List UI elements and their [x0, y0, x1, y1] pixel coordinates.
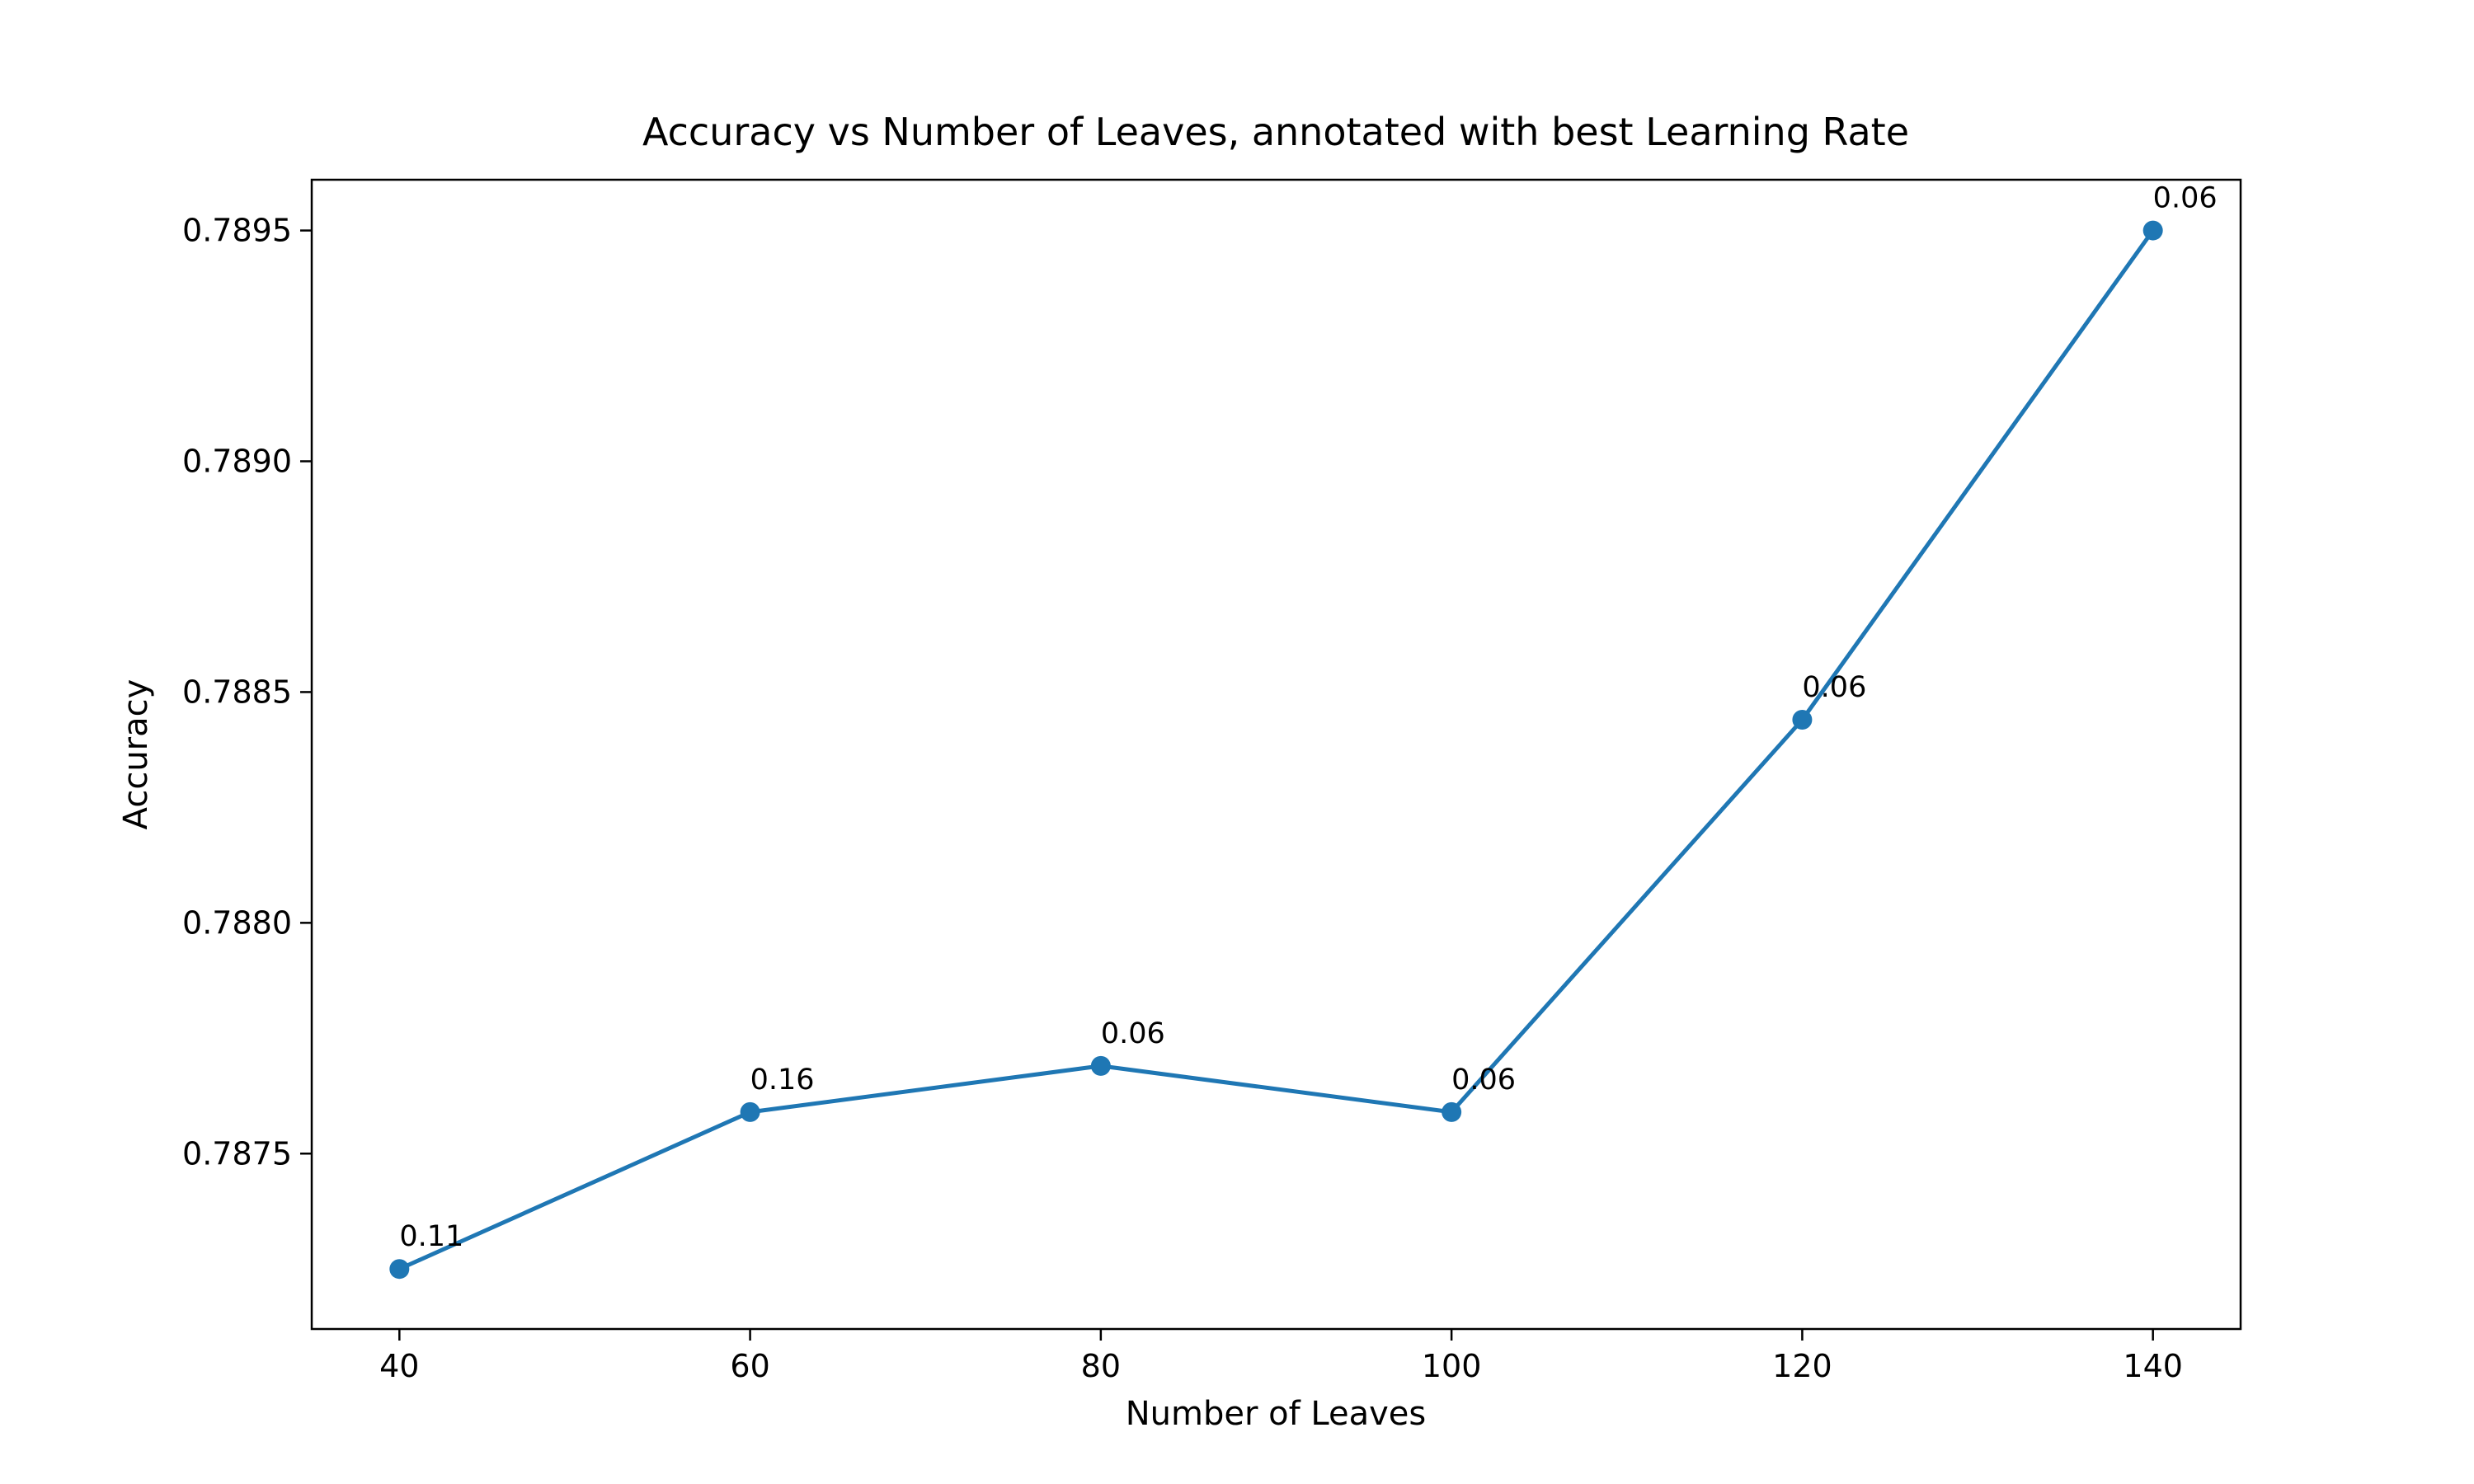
series-line [397, 228, 2156, 1271]
y-axis-label: Accuracy [117, 679, 155, 830]
x-axis-label: Number of Leaves [1126, 1395, 1427, 1433]
data-label: 0.06 [1802, 671, 1866, 704]
y-tick-label: 0.7895 [182, 213, 292, 249]
plot-frame [310, 178, 2242, 1331]
data-label: 0.11 [399, 1220, 463, 1253]
x-tick-label: 140 [2123, 1348, 2183, 1384]
data-point [389, 1259, 410, 1280]
x-tick-label: 40 [379, 1348, 419, 1384]
data-point [2142, 220, 2163, 241]
chart-title: Accuracy vs Number of Leaves, annotated … [642, 110, 1909, 154]
x-tick-label: 100 [1422, 1348, 1482, 1384]
x-tick-label: 120 [1772, 1348, 1832, 1384]
y-tick-label: 0.7890 [182, 444, 292, 480]
data-point [1442, 1101, 1462, 1122]
x-axis: 40 60 80 100 120 140 [379, 1329, 2183, 1384]
y-axis: 0.7875 0.7880 0.7885 0.7890 0.7895 [182, 213, 312, 1172]
data-point [740, 1101, 760, 1122]
data-point [1090, 1055, 1111, 1076]
data-label: 0.06 [1101, 1017, 1165, 1050]
data-point [1792, 710, 1813, 730]
y-tick-label: 0.7875 [182, 1135, 292, 1172]
data-label: 0.16 [750, 1064, 815, 1097]
series: 0.11 0.16 0.06 0.06 0.06 0.06 [389, 182, 2218, 1280]
data-label: 0.06 [1451, 1064, 1516, 1097]
y-tick-label: 0.7880 [182, 904, 292, 941]
x-tick-label: 60 [730, 1348, 769, 1384]
y-tick-label: 0.7885 [182, 674, 292, 710]
x-tick-label: 80 [1081, 1348, 1121, 1384]
plot-area [310, 178, 2242, 1331]
data-label: 0.06 [2153, 182, 2218, 215]
